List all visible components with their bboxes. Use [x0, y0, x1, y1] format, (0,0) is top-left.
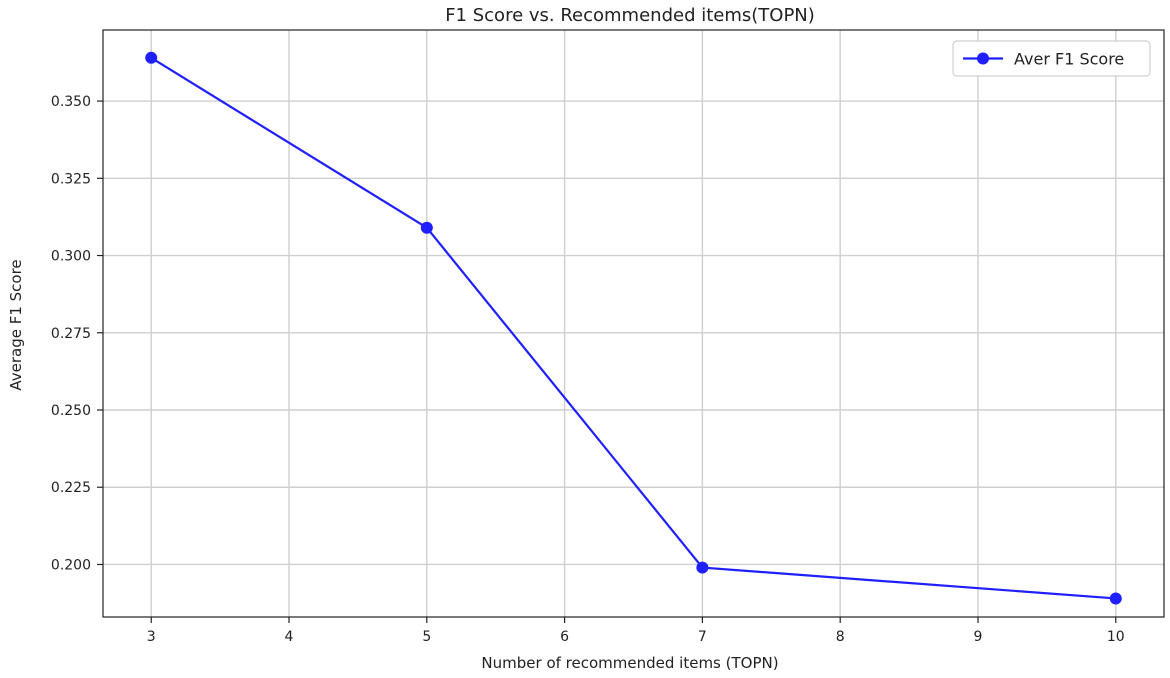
y-tick-label: 0.275 — [51, 326, 91, 342]
x-tick-label: 9 — [974, 629, 983, 645]
legend-box — [952, 40, 1151, 77]
legend-marker-swatch — [977, 52, 989, 65]
x-tick-label: 8 — [836, 629, 845, 645]
y-tick-label: 0.300 — [51, 249, 91, 265]
legend-label: Aver F1 Score — [1014, 50, 1124, 69]
data-point — [145, 51, 158, 64]
data-point — [696, 561, 709, 574]
legend: Aver F1 Score — [952, 40, 1151, 77]
y-tick-label: 0.350 — [51, 94, 91, 110]
x-tick-label: 10 — [1107, 629, 1125, 645]
x-tick-label: 3 — [147, 629, 156, 645]
plot-frame — [102, 29, 1165, 618]
x-axis-label: Number of recommended items (TOPN) — [481, 654, 778, 672]
x-tick-label: 5 — [422, 629, 431, 645]
y-tick-label: 0.250 — [51, 403, 91, 419]
x-tick-label: 6 — [560, 629, 569, 645]
y-axis-label: Average F1 Score — [7, 259, 25, 390]
data-point — [420, 221, 433, 234]
series-line — [150, 56, 1116, 600]
x-tick-label: 7 — [698, 629, 707, 645]
y-tick-label: 0.225 — [51, 480, 91, 496]
data-point — [1109, 592, 1122, 605]
grid-layer — [103, 30, 1164, 617]
y-tick-label: 0.200 — [51, 557, 91, 573]
series-layer — [145, 51, 1122, 605]
x-tick-label: 4 — [285, 629, 294, 645]
chart-title: F1 Score vs. Recommended items(TOPN) — [445, 5, 815, 26]
axes-layer: 3 4 5 6 7 8 9 10 0.200 0.225 0.250 0.275 0.300 0.325 0… — [51, 29, 1165, 645]
y-tick-label: 0.325 — [51, 171, 91, 187]
